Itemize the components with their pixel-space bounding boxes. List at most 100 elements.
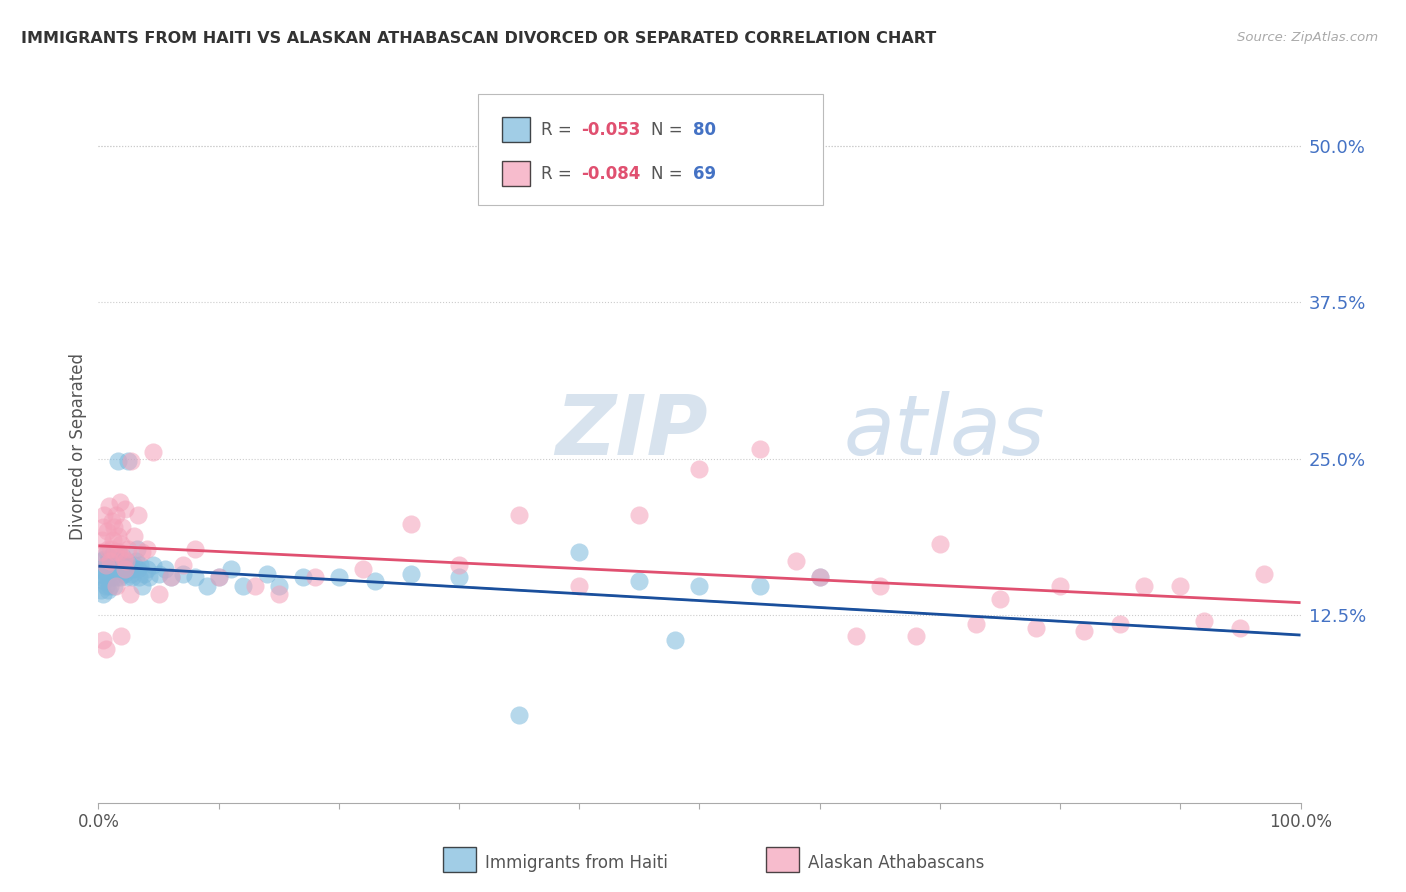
Point	[1049, 579, 1071, 593]
Point	[399, 516, 422, 531]
Point	[129, 558, 152, 572]
Point	[1229, 621, 1251, 635]
Point	[138, 570, 160, 584]
Text: 80: 80	[693, 121, 716, 139]
Point	[104, 545, 127, 559]
Point	[103, 579, 125, 593]
Point	[183, 541, 205, 556]
Point	[103, 520, 125, 534]
Point	[127, 562, 149, 576]
Point	[117, 570, 139, 584]
Point	[122, 562, 145, 576]
Point	[112, 551, 135, 566]
Point	[124, 529, 146, 543]
Point	[111, 564, 134, 578]
Point	[965, 616, 987, 631]
Point	[125, 554, 148, 568]
Point	[1073, 624, 1095, 639]
Point	[108, 495, 131, 509]
Point	[94, 558, 117, 572]
Point	[115, 554, 138, 568]
Point	[107, 545, 129, 559]
Point	[928, 536, 950, 550]
Text: -0.084: -0.084	[581, 165, 640, 183]
Point	[91, 633, 114, 648]
Point	[195, 579, 218, 593]
Point	[112, 566, 135, 581]
Point	[91, 587, 114, 601]
Point	[101, 533, 124, 547]
Point	[97, 562, 120, 576]
Point	[101, 562, 124, 576]
Point	[105, 508, 128, 522]
Point	[108, 570, 131, 584]
Point	[141, 445, 163, 459]
Point	[94, 558, 117, 572]
Point	[869, 579, 891, 593]
Point	[131, 579, 153, 593]
Point	[108, 562, 131, 576]
Point	[114, 501, 136, 516]
Point	[1194, 614, 1216, 628]
Point	[172, 566, 194, 581]
Point	[104, 558, 127, 572]
Point	[127, 508, 149, 522]
Point	[352, 562, 374, 576]
Point	[1170, 579, 1192, 593]
Point	[328, 570, 350, 584]
Point	[100, 541, 122, 556]
Text: -0.053: -0.053	[581, 121, 640, 139]
Point	[120, 454, 142, 468]
Point	[91, 554, 114, 568]
Point	[96, 524, 118, 538]
Text: Source: ZipAtlas.com: Source: ZipAtlas.com	[1237, 31, 1378, 45]
Point	[256, 566, 278, 581]
Point	[508, 508, 530, 522]
Point	[108, 545, 131, 559]
Text: R =: R =	[541, 121, 578, 139]
Point	[110, 558, 132, 572]
Point	[110, 536, 132, 550]
Point	[97, 541, 120, 556]
Point	[1253, 566, 1275, 581]
Point	[267, 587, 290, 601]
Point	[93, 551, 115, 566]
Point	[100, 549, 122, 564]
Point	[808, 570, 831, 584]
Point	[785, 554, 807, 568]
Point	[628, 574, 651, 589]
Point	[91, 520, 114, 534]
Point	[304, 570, 326, 584]
Point	[689, 461, 711, 475]
Point	[114, 562, 136, 576]
Y-axis label: Divorced or Separated: Divorced or Separated	[69, 352, 87, 540]
Point	[1133, 579, 1156, 593]
Text: ZIP: ZIP	[555, 392, 707, 472]
Point	[148, 587, 170, 601]
Point	[98, 499, 121, 513]
Point	[121, 570, 143, 584]
Point	[110, 629, 132, 643]
Point	[124, 558, 146, 572]
Point	[90, 545, 112, 559]
Point	[1025, 621, 1047, 635]
Point	[172, 558, 194, 572]
Point	[89, 566, 111, 581]
Point	[291, 570, 314, 584]
Point	[98, 551, 121, 566]
Point	[105, 570, 128, 584]
Point	[90, 562, 112, 576]
Point	[118, 562, 141, 576]
Point	[100, 554, 122, 568]
Point	[100, 558, 122, 572]
Point	[135, 562, 157, 576]
Point	[364, 574, 387, 589]
Point	[93, 574, 115, 589]
Point	[96, 545, 118, 559]
Point	[104, 562, 127, 576]
Point	[508, 708, 530, 723]
Point	[104, 579, 127, 593]
Point	[664, 633, 686, 648]
Point	[105, 551, 128, 566]
Point	[97, 582, 120, 597]
